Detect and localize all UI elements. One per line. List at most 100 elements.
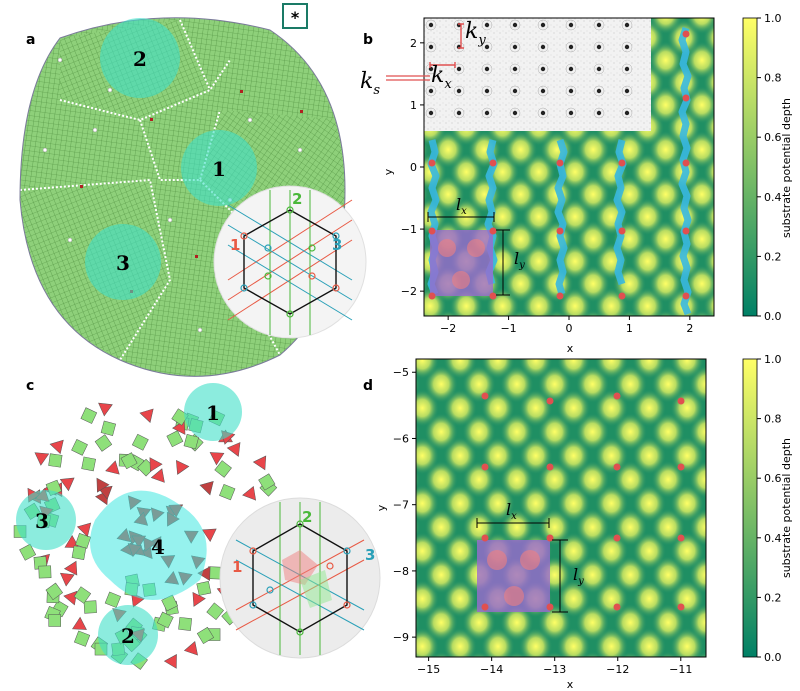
fft-peak [596, 22, 602, 28]
triangle-tile [150, 468, 165, 483]
defect-point [481, 463, 489, 471]
square-tile [81, 456, 96, 472]
ly-label-d: ly [573, 565, 584, 587]
highlight-grain-c3 [16, 490, 76, 550]
defect-point [613, 463, 621, 471]
panel-d-letter: d [363, 378, 373, 394]
square-tile [178, 617, 193, 631]
potential-well [594, 359, 629, 380]
fft-peak [624, 88, 630, 94]
potential-well [416, 514, 421, 540]
fft-peak [428, 110, 434, 116]
fft-peak [568, 22, 574, 28]
fft-peak [484, 44, 490, 50]
potential-well [480, 359, 515, 380]
ks-label: ks [360, 69, 380, 98]
grain-label-c2: 2 [121, 624, 135, 648]
triangle-tile [139, 408, 154, 423]
square-tile [206, 602, 224, 621]
triangle-tile [63, 560, 78, 576]
y-tick-label: 1 [410, 99, 417, 112]
potential-well [632, 359, 667, 380]
defect-point [618, 292, 626, 300]
grain-label-1: 1 [212, 157, 226, 181]
defect-point [481, 392, 489, 400]
x-tick-label: −1 [500, 322, 516, 335]
defect-point [489, 159, 497, 167]
square-tile [83, 600, 97, 614]
triangle-tile [76, 522, 92, 537]
fft-peak [596, 66, 602, 72]
defect-point [546, 397, 554, 405]
square-tile [131, 433, 149, 451]
potential-well [416, 466, 421, 493]
ylabel-b: y [382, 168, 395, 175]
colorbar-tick-label: 0.6 [764, 131, 782, 144]
grain-label-3: 3 [116, 251, 130, 275]
triangle-tile [149, 457, 163, 473]
defect-point [613, 392, 621, 400]
kx-label: kx [431, 63, 452, 92]
square-tile [45, 582, 64, 601]
x-tick-label: −11 [669, 663, 692, 676]
highlight-grain-1 [181, 130, 257, 206]
defect-point [489, 292, 497, 300]
colorbar-tick-label: 1.0 [764, 353, 782, 366]
y-tick-label: −6 [393, 432, 409, 445]
triangle-tile [63, 590, 78, 606]
colorbar-tick-label: 0.6 [764, 472, 782, 485]
lx-label-b: lx [456, 195, 467, 217]
x-tick-label: 0 [566, 322, 573, 335]
potential-well [416, 359, 440, 380]
fft-peak [624, 22, 630, 28]
triangle-tile [72, 616, 87, 630]
colorbar-tick-label: 0.8 [764, 72, 782, 85]
square-tile [183, 433, 199, 450]
inset-c-dir-3: 3 [365, 546, 375, 564]
cell-dims-b [427, 212, 510, 296]
grain-label-c1: 1 [206, 401, 220, 425]
potential-well [556, 359, 591, 380]
triangle-tile [105, 460, 120, 475]
square-tile [73, 586, 92, 604]
potential-well [518, 359, 553, 380]
defect-point [677, 463, 685, 471]
defect-point [613, 603, 621, 611]
highlight-grain-c1 [184, 383, 242, 441]
highlight-grain-3 [85, 224, 161, 300]
defect-point [546, 603, 554, 611]
triangle-tile [59, 477, 75, 492]
colorbar-tick-label: 0.0 [764, 651, 782, 664]
panel-c-letter: c [26, 378, 34, 394]
xlabel-d: x [567, 678, 574, 691]
square-tile [19, 543, 37, 561]
triangle-tile [96, 477, 110, 493]
fft-peak [596, 88, 602, 94]
axes-frame-d [415, 358, 707, 658]
y-tick-label: −2 [401, 285, 417, 298]
potential-well [685, 18, 714, 35]
y-tick-label: 2 [410, 37, 417, 50]
fft-peak [596, 44, 602, 50]
fft-peak [484, 66, 490, 72]
fft-peak [512, 22, 518, 28]
x-tick-label: −15 [417, 663, 440, 676]
star-label: * [291, 8, 300, 27]
highlight-grain-c2 [98, 605, 158, 665]
fft-peak [484, 88, 490, 94]
colorbar-ticks-b: 0.0 0.2 0.4 0.6 0.8 1.0 [757, 12, 782, 323]
square-tile [196, 626, 215, 645]
square-tile [104, 591, 122, 608]
colorbar-tick-label: 0.4 [764, 532, 782, 545]
fft-peak [512, 44, 518, 50]
grain-label-c4: 4 [151, 535, 165, 559]
square-tile [38, 565, 52, 579]
triangle-tile [34, 452, 50, 466]
panel-b: b ky kx ks [360, 12, 793, 355]
fft-peak [428, 44, 434, 50]
fft-peaks [425, 19, 633, 119]
y-tick-label: −7 [393, 499, 409, 512]
square-tile [71, 439, 88, 456]
colorbar-label-b: substrate potential depth [780, 98, 793, 238]
highlight-grain-2 [100, 18, 180, 98]
